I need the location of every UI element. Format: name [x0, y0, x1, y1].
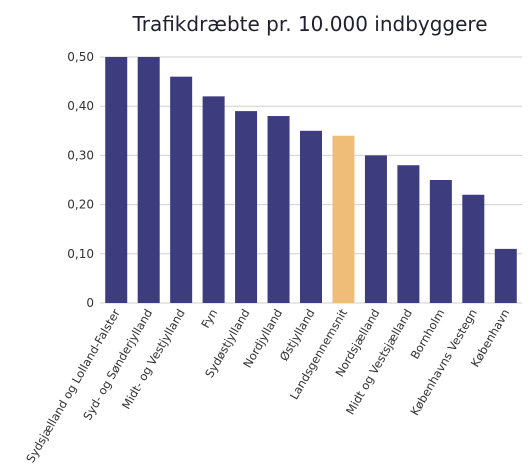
bar: [202, 96, 225, 303]
bar: [235, 111, 258, 304]
x-category-label: Fyn: [198, 307, 220, 331]
bar: [364, 155, 387, 303]
bar: [137, 57, 160, 303]
y-axis-tick-labels: 0 0,10 0,20 0,30 0,40 0,50: [67, 50, 94, 310]
bar: [267, 116, 290, 303]
bar: [105, 57, 128, 303]
bar: [170, 76, 193, 304]
y-tick-label: 0,30: [67, 148, 94, 162]
y-tick-label: 0,50: [67, 50, 94, 64]
x-category-label: Midt- og Vestjylland: [119, 307, 188, 412]
y-tick-label: 0,10: [67, 247, 94, 261]
bar: [397, 165, 420, 303]
chart-title: Trafikdræbte pr. 10.000 indbyggere: [132, 12, 488, 36]
y-tick-label: 0,40: [67, 99, 94, 113]
bars: [105, 57, 517, 304]
y-tick-label: 0: [86, 296, 94, 310]
bar: [494, 248, 517, 303]
bar: [429, 180, 452, 303]
bar: [332, 135, 355, 303]
bar: [462, 194, 485, 303]
y-tick-label: 0,20: [67, 198, 94, 212]
bar: [300, 130, 322, 303]
